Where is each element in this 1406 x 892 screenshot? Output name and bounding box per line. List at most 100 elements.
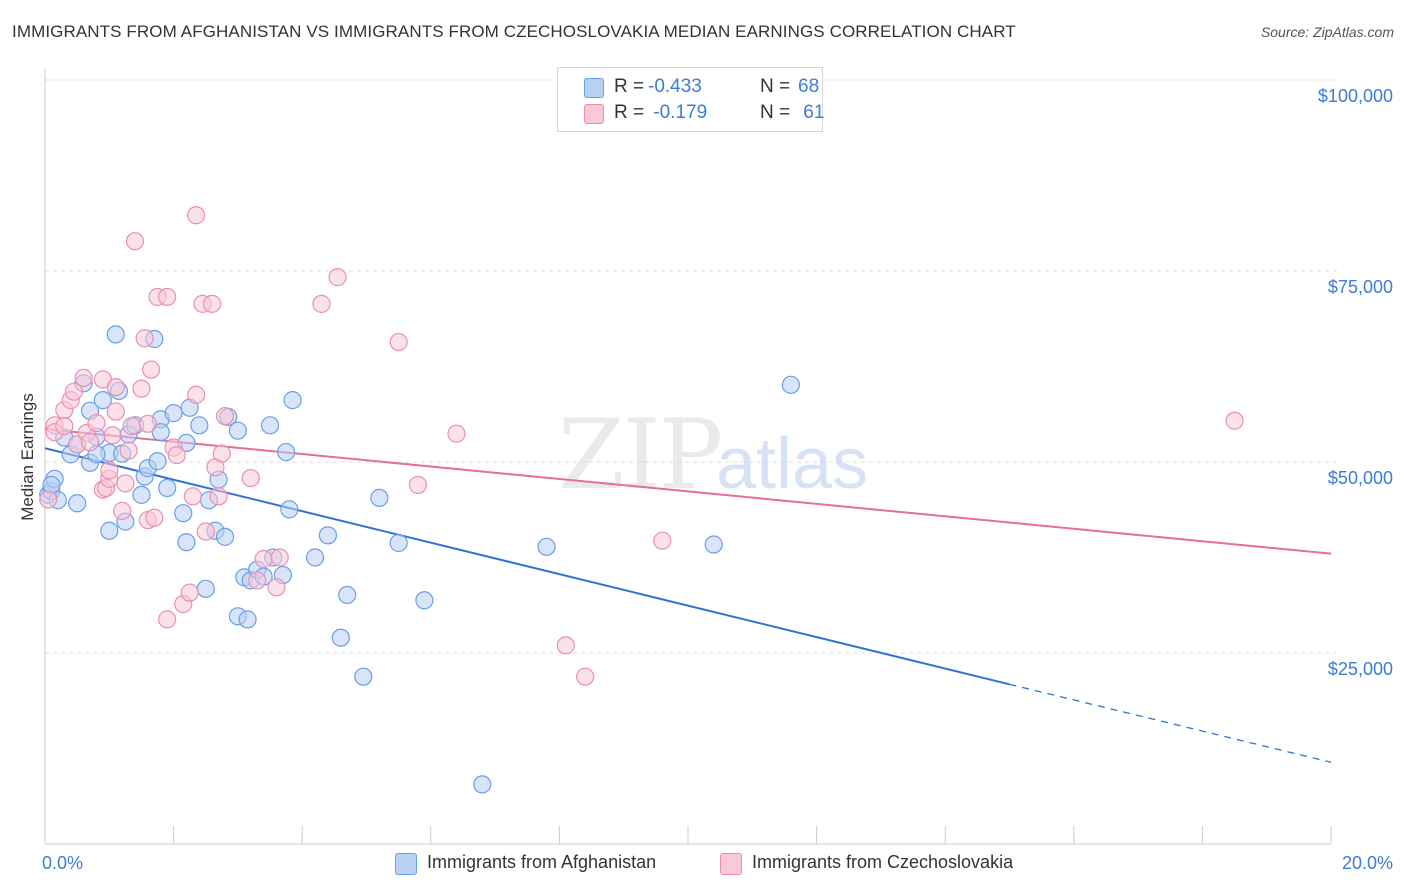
point-afghanistan [100, 521, 119, 540]
legend-r-label: R = [614, 102, 650, 123]
point-afghanistan [473, 775, 492, 794]
point-czechoslovakia [389, 332, 408, 352]
trend-line-afghanistan-extrapolated [1009, 683, 1332, 763]
legend-swatch-blue [584, 78, 604, 98]
point-czechoslovakia [241, 468, 260, 488]
trend-lines [44, 428, 1332, 763]
point-czechoslovakia [215, 407, 235, 426]
point-afghanistan [331, 628, 350, 647]
point-czechoslovakia [64, 382, 84, 401]
point-afghanistan [704, 535, 723, 554]
watermark: ZIP [558, 399, 721, 511]
series-swatch-pink [720, 853, 742, 875]
point-czechoslovakia [212, 444, 231, 463]
point-czechoslovakia [209, 487, 228, 506]
point-afghanistan [305, 548, 325, 567]
point-czechoslovakia [100, 461, 119, 480]
y-tick-label: $100,000 [1318, 86, 1393, 106]
point-afghanistan [277, 442, 296, 462]
legend-n-label: N = [760, 76, 796, 97]
point-czechoslovakia [74, 368, 93, 388]
point-czechoslovakia [39, 490, 58, 509]
point-afghanistan [148, 452, 167, 471]
y-tick-label: $50,000 [1328, 468, 1393, 488]
point-afghanistan [164, 404, 183, 423]
axis-labels: $25,000 $50,000 $75,000 $100,000 0.0% 20.0% Me… [18, 86, 1393, 873]
y-tick-label: $75,000 [1328, 277, 1393, 297]
point-czechoslovakia [187, 385, 206, 404]
x-tick-label-right: 20.0% [1342, 853, 1393, 873]
series-label: Immigrants from Afghanistan [427, 852, 657, 872]
point-afghanistan [174, 504, 193, 523]
point-afghanistan [228, 421, 247, 440]
stats-legend: R = -0.433 N = 68 R = -0.179 N = 61 [557, 67, 825, 132]
point-czechoslovakia [187, 206, 206, 225]
y-axis-label: Median Earnings [18, 393, 37, 521]
point-czechoslovakia [125, 232, 145, 251]
point-afghanistan [389, 533, 408, 553]
watermark-atlas: atlas [716, 424, 868, 504]
source-label: Source: ZipAtlas.com [1260, 24, 1394, 40]
point-afghanistan [106, 325, 125, 344]
point-czechoslovakia [87, 413, 106, 433]
point-czechoslovakia [248, 571, 267, 590]
point-czechoslovakia [328, 268, 347, 287]
point-afghanistan [151, 423, 170, 442]
data-points [39, 206, 1244, 794]
trend-line-afghanistan [44, 447, 1010, 686]
point-czechoslovakia [141, 360, 161, 379]
grid-lines [45, 79, 1339, 654]
point-afghanistan [354, 667, 373, 686]
point-czechoslovakia [270, 548, 289, 567]
point-afghanistan [93, 391, 112, 410]
legend-n-value: 61 [798, 102, 825, 123]
point-afghanistan [280, 500, 299, 519]
point-afghanistan [132, 485, 151, 504]
point-czechoslovakia [576, 667, 595, 686]
legend-r-value: -0.433 [648, 76, 702, 97]
point-afghanistan [338, 585, 357, 605]
series-swatch-blue [395, 853, 417, 875]
point-czechoslovakia [167, 446, 186, 465]
trend-line-czechoslovakia [44, 428, 1332, 555]
point-czechoslovakia [106, 378, 125, 397]
point-afghanistan [781, 375, 800, 394]
point-afghanistan [537, 537, 556, 556]
point-czechoslovakia [158, 287, 177, 307]
point-afghanistan [158, 478, 177, 498]
axes [44, 68, 1332, 845]
point-czechoslovakia [55, 416, 74, 436]
point-czechoslovakia [196, 522, 215, 541]
point-czechoslovakia [312, 294, 331, 313]
point-czechoslovakia [180, 583, 199, 602]
point-czechoslovakia [119, 441, 138, 460]
legend-swatch-pink [584, 104, 604, 124]
chart-title: IMMIGRANTS FROM AFGHANISTAN VS IMMIGRANT… [12, 22, 1016, 41]
point-czechoslovakia [113, 501, 132, 520]
point-czechoslovakia [122, 416, 141, 436]
point-czechoslovakia [447, 424, 466, 443]
point-czechoslovakia [1225, 411, 1244, 430]
point-czechoslovakia [158, 610, 177, 629]
point-czechoslovakia [138, 414, 157, 433]
legend-r-label: R = [614, 76, 650, 97]
point-afghanistan [283, 391, 302, 410]
point-czechoslovakia [408, 475, 428, 495]
point-afghanistan [370, 488, 389, 508]
point-czechoslovakia [653, 531, 672, 550]
series-legend: Immigrants from Afghanistan Immigrants f… [0, 852, 1406, 878]
point-afghanistan [415, 591, 434, 610]
point-czechoslovakia [254, 549, 273, 569]
point-czechoslovakia [103, 426, 122, 445]
point-afghanistan [196, 579, 215, 598]
point-czechoslovakia [80, 433, 100, 452]
legend-n-value: 68 [798, 76, 820, 97]
point-czechoslovakia [183, 487, 202, 506]
point-czechoslovakia [267, 578, 286, 597]
point-czechoslovakia [116, 474, 135, 493]
point-czechoslovakia [135, 329, 154, 348]
point-czechoslovakia [556, 636, 575, 655]
point-afghanistan [177, 533, 196, 552]
legend-n-label: N = [760, 102, 796, 123]
